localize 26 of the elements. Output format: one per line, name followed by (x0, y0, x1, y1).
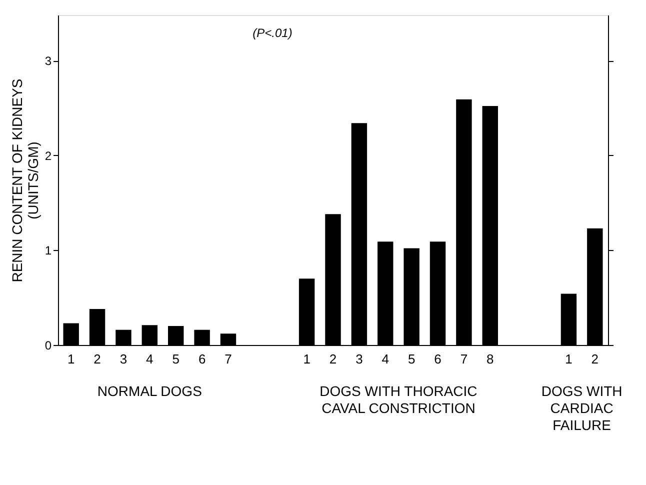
x-tick-label: 5 (172, 352, 180, 366)
x-tick-label: 4 (146, 352, 154, 366)
x-tick-label: 7 (224, 352, 232, 366)
x-tick-label: 7 (460, 352, 468, 366)
x-tick-label: 6 (198, 352, 206, 366)
y-tick-label: 0 (44, 338, 52, 352)
x-tick-label: 1 (565, 352, 572, 366)
x-tick-label: 6 (434, 352, 442, 366)
text: DOGS WITH CARDIAC FAILURE (541, 383, 622, 433)
x-tick-label: 3 (356, 352, 363, 366)
y-tick-label: 2 (44, 148, 52, 163)
text: NORMAL DOGS (97, 383, 202, 399)
x-tick-label: 1 (303, 352, 310, 366)
x-tick-label: 8 (486, 352, 494, 366)
x-tick-label: 4 (382, 352, 389, 366)
y-tick-label: 1 (44, 244, 52, 258)
x-tick-label: 1 (67, 352, 75, 366)
annotation: (P<.01) (252, 26, 292, 40)
text: DOGS WITH THORACIC CAVAL CONSTRICTION (320, 383, 478, 416)
x-tick-label: 2 (94, 352, 101, 366)
x-tick-label: 5 (408, 352, 416, 366)
x-tick-label: 2 (329, 352, 337, 366)
y-axis-title: RENIN CONTENT OF KIDNEYS (UNITS/GM) (8, 78, 41, 282)
y-tick-label: 3 (44, 54, 52, 68)
x-tick-label: 3 (120, 352, 128, 366)
x-tick-label: 2 (591, 352, 599, 366)
